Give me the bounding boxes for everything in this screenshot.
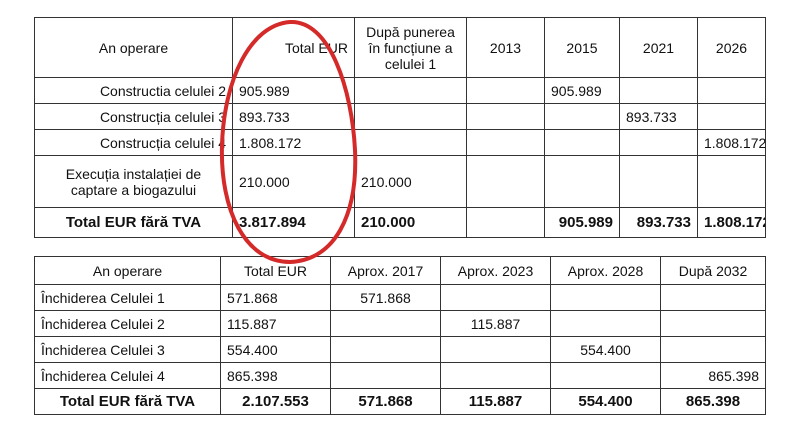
total-aprox-2023: 115.887 bbox=[440, 388, 551, 415]
row-aprox-2028 bbox=[550, 310, 661, 337]
row-2021 bbox=[619, 155, 698, 208]
row-2013 bbox=[466, 129, 545, 156]
row-after bbox=[354, 129, 467, 156]
row-total: 210.000 bbox=[232, 155, 355, 208]
total-row: Total EUR fără TVA 3.817.894 210.000 905… bbox=[34, 207, 766, 238]
table-row: Construcția celulei 3 893.733 893.733 bbox=[34, 103, 766, 130]
table-row: Închiderea Celulei 1 571.868 571.868 bbox=[34, 284, 766, 311]
row-label: Închiderea Celulei 1 bbox=[34, 284, 221, 311]
header-aprox-2028: Aprox. 2028 bbox=[550, 256, 661, 285]
row-2026 bbox=[697, 103, 766, 130]
closure-costs-table: An operare Total EUR Aprox. 2017 Aprox. … bbox=[34, 256, 766, 415]
total-2026: 1.808.172 bbox=[697, 207, 766, 238]
table-row: Construcția celulei 4 1.808.172 1.808.17… bbox=[34, 129, 766, 156]
table-row: Închiderea Celulei 2 115.887 115.887 bbox=[34, 310, 766, 337]
row-aprox-2028 bbox=[550, 362, 661, 389]
total-2015: 905.989 bbox=[544, 207, 620, 238]
total-total: 3.817.894 bbox=[232, 207, 355, 238]
header-2026: 2026 bbox=[697, 17, 766, 78]
header-an-operare: An operare bbox=[34, 17, 233, 78]
row-2013 bbox=[466, 77, 545, 104]
total-2021: 893.733 bbox=[619, 207, 698, 238]
row-label: Construcția celulei 3 bbox=[34, 103, 233, 130]
row-total: 865.398 bbox=[220, 362, 331, 389]
header-aprox-2017: Aprox. 2017 bbox=[330, 256, 441, 285]
row-2026 bbox=[697, 77, 766, 104]
header-2015: 2015 bbox=[544, 17, 620, 78]
row-total: 905.989 bbox=[232, 77, 355, 104]
header-aprox-2023: Aprox. 2023 bbox=[440, 256, 551, 285]
row-label: Construcția celulei 4 bbox=[34, 129, 233, 156]
row-aprox-2028 bbox=[550, 284, 661, 311]
table-row: Închiderea Celulei 4 865.398 865.398 bbox=[34, 362, 766, 389]
header-dupa-punerea: După punerea în funcțiune a celulei 1 bbox=[354, 17, 467, 78]
row-aprox-2023 bbox=[440, 336, 551, 363]
row-2026: 1.808.172 bbox=[697, 129, 766, 156]
row-aprox-2028: 554.400 bbox=[550, 336, 661, 363]
row-2013 bbox=[466, 155, 545, 208]
header-2013: 2013 bbox=[466, 17, 545, 78]
row-aprox-2023 bbox=[440, 362, 551, 389]
row-label: Închiderea Celulei 2 bbox=[34, 310, 221, 337]
row-2021 bbox=[619, 77, 698, 104]
row-2015 bbox=[544, 155, 620, 208]
table-header-row: An operare Total EUR Aprox. 2017 Aprox. … bbox=[34, 256, 766, 285]
row-total: 554.400 bbox=[220, 336, 331, 363]
row-after: 210.000 bbox=[354, 155, 467, 208]
total-aprox-2028: 554.400 bbox=[550, 388, 661, 415]
row-dupa-2032 bbox=[660, 284, 766, 311]
total-2013 bbox=[466, 207, 545, 238]
total-row: Total EUR fără TVA 2.107.553 571.868 115… bbox=[34, 388, 766, 415]
row-label: Constructia celulei 2 bbox=[34, 77, 233, 104]
row-dupa-2032 bbox=[660, 310, 766, 337]
total-after: 210.000 bbox=[354, 207, 467, 238]
row-2015 bbox=[544, 129, 620, 156]
header-total-eur: Total EUR bbox=[232, 17, 355, 78]
row-aprox-2017 bbox=[330, 362, 441, 389]
row-total: 115.887 bbox=[220, 310, 331, 337]
row-2021: 893.733 bbox=[619, 103, 698, 130]
row-total: 893.733 bbox=[232, 103, 355, 130]
row-aprox-2017 bbox=[330, 310, 441, 337]
row-aprox-2017: 571.868 bbox=[330, 284, 441, 311]
header-dupa-2032: După 2032 bbox=[660, 256, 766, 285]
row-2015 bbox=[544, 103, 620, 130]
row-aprox-2023 bbox=[440, 284, 551, 311]
total-label: Total EUR fără TVA bbox=[34, 207, 233, 238]
header-an-operare: An operare bbox=[34, 256, 221, 285]
row-total: 571.868 bbox=[220, 284, 331, 311]
row-total: 1.808.172 bbox=[232, 129, 355, 156]
total-aprox-2017: 571.868 bbox=[330, 388, 441, 415]
row-dupa-2032 bbox=[660, 336, 766, 363]
total-label: Total EUR fără TVA bbox=[34, 388, 221, 415]
total-dupa-2032: 865.398 bbox=[660, 388, 766, 415]
table-row: Închiderea Celulei 3 554.400 554.400 bbox=[34, 336, 766, 363]
row-label: Închiderea Celulei 4 bbox=[34, 362, 221, 389]
row-aprox-2023: 115.887 bbox=[440, 310, 551, 337]
row-2013 bbox=[466, 103, 545, 130]
row-2015: 905.989 bbox=[544, 77, 620, 104]
header-2021: 2021 bbox=[619, 17, 698, 78]
row-2021 bbox=[619, 129, 698, 156]
row-label: Închiderea Celulei 3 bbox=[34, 336, 221, 363]
construction-costs-table: An operare Total EUR După punerea în fun… bbox=[34, 17, 766, 238]
row-after bbox=[354, 77, 467, 104]
row-2026 bbox=[697, 155, 766, 208]
row-label: Execuția instalației de captare a biogaz… bbox=[34, 155, 233, 208]
total-total: 2.107.553 bbox=[220, 388, 331, 415]
row-dupa-2032: 865.398 bbox=[660, 362, 766, 389]
table-row: Execuția instalației de captare a biogaz… bbox=[34, 155, 766, 208]
row-aprox-2017 bbox=[330, 336, 441, 363]
table-row: Constructia celulei 2 905.989 905.989 bbox=[34, 77, 766, 104]
table-header-row: An operare Total EUR După punerea în fun… bbox=[34, 17, 766, 78]
row-after bbox=[354, 103, 467, 130]
header-total-eur: Total EUR bbox=[220, 256, 331, 285]
